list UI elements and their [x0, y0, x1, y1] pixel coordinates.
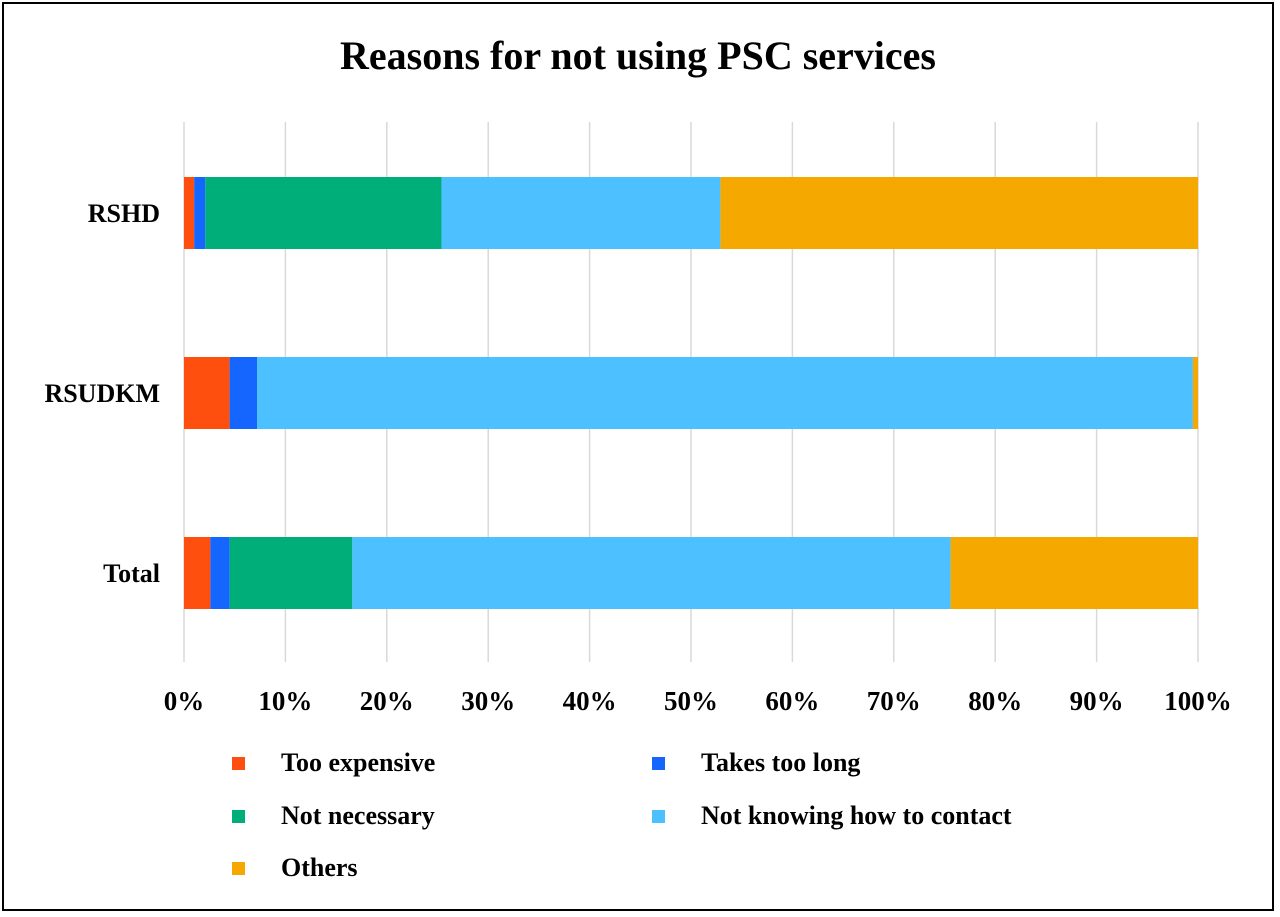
- legend-swatch: [232, 756, 245, 770]
- legend-label: Takes too long: [701, 748, 861, 777]
- bar-segment: [1192, 357, 1198, 429]
- category-label: RSUDKM: [44, 379, 160, 408]
- x-tick-label: 70%: [867, 686, 921, 716]
- bar-segment: [184, 537, 211, 609]
- x-tick-label: 50%: [664, 686, 718, 716]
- x-tick-label: 80%: [968, 686, 1022, 716]
- legend-label: Too expensive: [281, 748, 436, 777]
- legend-swatch: [652, 756, 665, 770]
- x-tick-label: 90%: [1070, 686, 1124, 716]
- category-label: RSHD: [88, 199, 160, 228]
- bar-segment: [229, 357, 258, 429]
- legend-item-takes-too-long: Takes too long: [652, 748, 860, 778]
- category-labels: RSHD RSUDKM Total: [44, 199, 160, 588]
- x-tick-label: 60%: [765, 686, 819, 716]
- chart-plot: RSHD RSUDKM Total 0% 10% 20% 30% 40% 50% 60% 70% 8…: [44, 122, 1232, 716]
- legend-label: Not knowing how to contact: [701, 801, 1012, 830]
- legend-swatch: [232, 809, 245, 823]
- legend-swatch: [232, 861, 245, 875]
- bar-segment: [184, 177, 195, 249]
- x-tick-label: 30%: [461, 686, 515, 716]
- bar-segment: [441, 177, 721, 249]
- legend-item-not-necessary: Not necessary: [232, 801, 435, 831]
- x-tick-label: 20%: [360, 686, 414, 716]
- bar-segment: [720, 177, 1198, 249]
- bar-segment: [352, 537, 951, 609]
- legend-item-too-expensive: Too expensive: [232, 748, 435, 778]
- x-tick-label: 0%: [164, 686, 205, 716]
- x-tick-label: 10%: [258, 686, 312, 716]
- legend-label: Others: [281, 853, 358, 882]
- category-label: Total: [103, 559, 160, 588]
- legend-swatch: [652, 809, 665, 823]
- x-tick-label: 100%: [1164, 686, 1232, 716]
- chart-title: Reasons for not using PSC services: [340, 33, 936, 78]
- bar-segment: [184, 357, 230, 429]
- legend-label: Not necessary: [281, 801, 435, 830]
- bar-segment: [950, 537, 1198, 609]
- bar-segment: [205, 177, 442, 249]
- x-tick-labels: 0% 10% 20% 30% 40% 50% 60% 70% 80% 90% 100%: [164, 686, 1232, 716]
- x-tick-label: 40%: [563, 686, 617, 716]
- legend-item-not-knowing-how-to-contact: Not knowing how to contact: [652, 801, 1012, 831]
- bar-segment: [257, 357, 1193, 429]
- bar-segment: [194, 177, 206, 249]
- bar-segment: [210, 537, 230, 609]
- bars: [184, 177, 1198, 609]
- bar-segment: [229, 537, 353, 609]
- legend-item-others: Others: [232, 853, 358, 883]
